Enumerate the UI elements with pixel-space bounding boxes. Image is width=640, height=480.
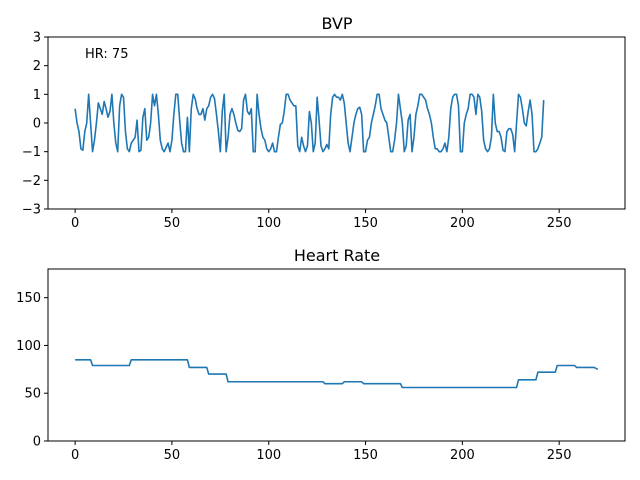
- bvp-x-tick-label: 50: [164, 216, 181, 231]
- heart-rate-x-tick-label: 50: [164, 448, 181, 463]
- heart-rate-y-tick-label: 100: [16, 339, 41, 354]
- bvp-plot-frame: [47, 36, 626, 210]
- bvp-y-tick-label: 0: [33, 117, 41, 132]
- heart-rate-y-tick-label: 50: [24, 387, 41, 402]
- bvp-y-tick-label: 1: [33, 88, 41, 103]
- bvp-y-tick-label: −1: [22, 145, 41, 160]
- bvp-x-tick-label: 0: [71, 216, 79, 231]
- heart-rate-title: Heart Rate: [294, 246, 380, 265]
- heart-rate-x-tick-label: 100: [256, 448, 281, 463]
- heart-rate-x-tick-label: 150: [353, 448, 378, 463]
- bvp-title: BVP: [321, 14, 352, 33]
- bvp-x-tick-label: 100: [256, 216, 281, 231]
- bvp-x-tick-label: 150: [353, 216, 378, 231]
- heart-rate-y-tick-label: 150: [16, 291, 41, 306]
- bvp-y-tick-label: 2: [33, 59, 41, 74]
- heart-rate-chart: Heart Rate 0 50 100 150 200 250 0 50 100 150: [16, 246, 626, 463]
- heart-rate-y-tick-label: 0: [33, 435, 41, 450]
- bvp-series-line: [74, 93, 545, 153]
- heart-rate-x-tick-label: 250: [547, 448, 572, 463]
- heart-rate-series-line: [75, 358, 599, 389]
- bvp-y-tick-label: −2: [22, 174, 41, 189]
- heart-rate-x-tick-label: 0: [71, 448, 79, 463]
- heart-rate-x-tick-label: 200: [450, 448, 475, 463]
- heart-rate-plot-frame: [47, 268, 626, 442]
- hr-annotation: HR: 75: [85, 47, 128, 62]
- bvp-x-tick-label: 250: [547, 216, 572, 231]
- bvp-x-tick-label: 200: [450, 216, 475, 231]
- bvp-y-tick-label: −3: [22, 203, 41, 218]
- bvp-chart: BVP HR: 75 0 50 100 150 200 250 −3 −2 −1 0 1 2 3: [22, 14, 626, 231]
- bvp-y-tick-label: 3: [33, 31, 41, 46]
